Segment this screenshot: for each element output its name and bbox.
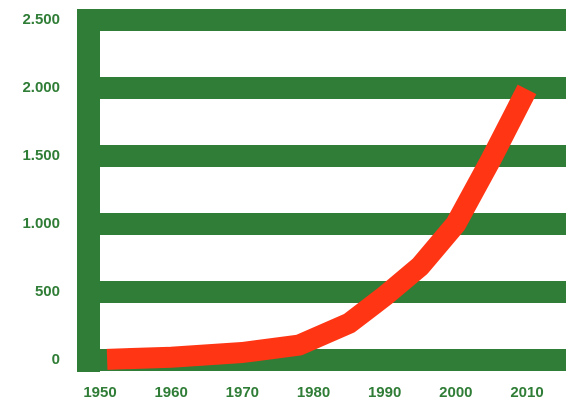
y-tick-label: 500 <box>35 283 60 300</box>
y-tick-label: 2.000 <box>22 79 60 96</box>
x-tick-label: 1970 <box>226 384 259 400</box>
x-tick-label: 2000 <box>439 384 472 400</box>
y-tick-label: 1.500 <box>22 147 60 164</box>
x-tick-label: 1980 <box>297 384 330 400</box>
y-axis-bar <box>77 9 100 372</box>
data-line <box>106 84 537 370</box>
y-tick-label: 1.000 <box>22 215 60 232</box>
y-tick-label: 2.500 <box>22 11 60 28</box>
y-tick-label: 0 <box>52 351 60 368</box>
x-tick-label: 1960 <box>154 384 187 400</box>
x-tick-label: 1950 <box>83 384 116 400</box>
x-tick-label: 2010 <box>510 384 543 400</box>
x-tick-label: 1990 <box>368 384 401 400</box>
